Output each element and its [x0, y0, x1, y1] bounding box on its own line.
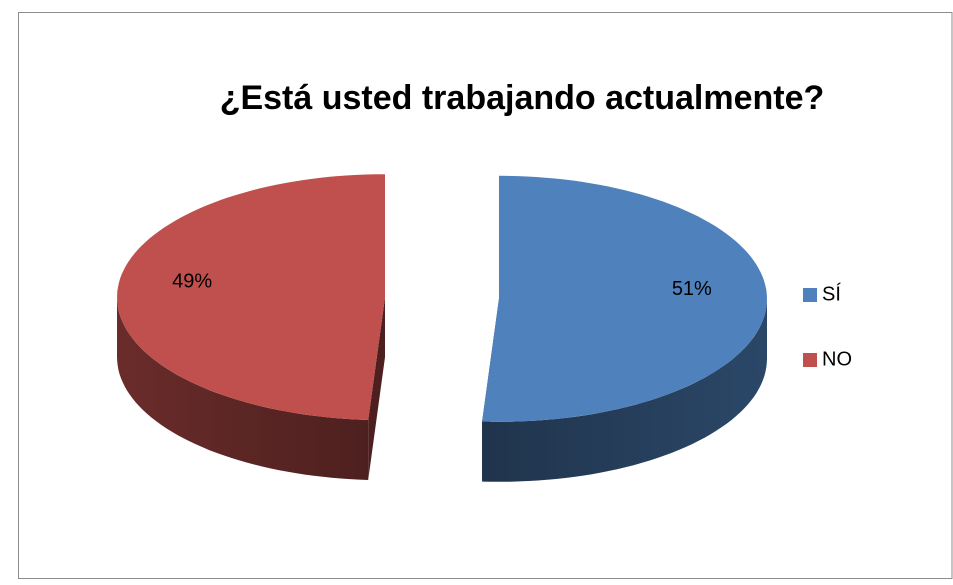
slice-side: [117, 297, 369, 480]
legend-label: SÍ: [822, 282, 841, 305]
legend-swatch: [803, 353, 817, 367]
legend-label: NO: [822, 348, 852, 370]
legend-swatch: [803, 288, 817, 302]
data-label: 51%: [672, 278, 712, 300]
slice-cut-face: [368, 297, 385, 480]
pie-slice: [482, 175, 767, 422]
pie-slice: [117, 174, 385, 420]
chart-title: ¿Está usted trabajando actualmente?: [220, 79, 825, 117]
data-label: 49%: [172, 271, 212, 293]
slice-side: [482, 298, 767, 482]
